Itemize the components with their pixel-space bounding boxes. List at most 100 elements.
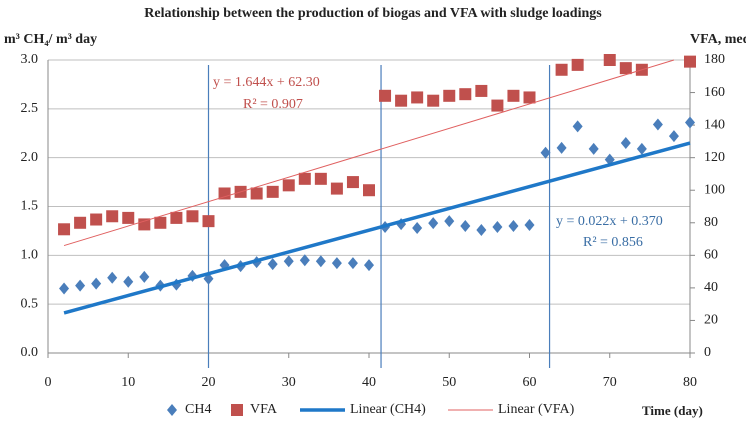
point [90,213,103,226]
legend-label: CH4 [185,402,211,417]
x-tick-label: 40 [362,375,376,390]
point [412,221,423,234]
x-tick-label: 20 [202,375,216,390]
point [619,62,632,75]
point [266,185,279,198]
y-tick-label: 2.5 [21,101,39,116]
x-tick-label: 80 [683,375,697,390]
y2-tick-label: 160 [704,85,725,100]
point [379,89,392,102]
point [363,184,375,197]
point [588,142,599,155]
y-tick-label: 2.0 [21,150,39,165]
annotation: R² = 0.856 [583,235,643,250]
point [603,54,616,66]
point [540,146,551,159]
point [571,58,584,71]
point [443,89,456,102]
trend-line [63,59,675,247]
y-tick-label: 1.5 [21,199,39,214]
point [459,88,472,101]
x-tick-label: 30 [282,375,296,390]
x-tick-label: 0 [45,375,52,390]
trend-line [63,141,691,315]
point [364,259,374,272]
point [684,55,696,68]
point [685,116,695,129]
point [122,211,135,224]
y2-tick-label: 140 [704,117,725,132]
point [299,254,310,267]
y2-tick-label: 20 [704,313,718,328]
point [138,218,151,231]
chart-title: Relationship between the production of b… [144,6,602,21]
point [74,216,87,229]
y2-tick-label: 60 [704,248,718,263]
x-tick-label: 10 [121,375,135,390]
y2-axis-label: VFA, meq [690,32,746,47]
point [620,137,631,150]
point [282,179,295,192]
y2-tick-label: 180 [704,52,725,67]
point [250,187,263,200]
point [283,255,294,268]
y2-tick-label: 80 [704,215,718,230]
point [298,172,311,185]
point [460,220,471,233]
point [491,99,504,112]
point [315,255,326,268]
point [59,282,70,295]
point [475,84,488,97]
point [444,215,455,228]
point [58,223,71,236]
legend-swatch [231,404,243,416]
y-tick-label: 1.0 [21,248,39,263]
x-tick-label: 50 [442,375,456,390]
point [411,91,424,104]
point [106,210,119,223]
point [154,216,167,229]
point [330,182,343,195]
y2-tick-label: 40 [704,280,718,295]
point [75,279,86,292]
point [476,223,487,236]
point [572,120,583,133]
point [668,130,679,143]
legend-label: VFA [250,402,278,417]
point [555,63,568,76]
y-tick-label: 0.5 [21,296,39,311]
x-tick-label: 60 [523,375,537,390]
point [218,187,231,200]
legend-swatch [167,404,177,416]
point [524,219,535,232]
annotation: y = 0.022x + 0.370 [556,214,663,229]
point [427,94,440,107]
point [314,172,327,185]
point [170,211,183,224]
legend-label: Linear (VFA) [498,402,575,417]
point [267,258,278,271]
point [186,210,199,223]
point [123,275,134,288]
point [107,271,118,284]
y-tick-label: 0.0 [21,345,39,360]
point [636,142,647,155]
annotation: R² = 0.907 [243,97,303,112]
point [523,91,536,104]
annotation: y = 1.644x + 62.30 [213,75,320,90]
point [507,89,520,102]
point [652,118,663,131]
x-axis-label: Time (day) [642,403,703,418]
y2-tick-label: 100 [704,182,725,197]
point [492,221,503,234]
point [139,270,150,283]
point [347,257,358,270]
point [331,257,342,270]
point [556,141,567,154]
point [91,277,102,290]
y-axis-label: m³ CH₄/ m³ day [4,32,97,47]
point [395,94,408,107]
y-tick-label: 3.0 [21,52,39,67]
x-tick-label: 70 [603,375,617,390]
